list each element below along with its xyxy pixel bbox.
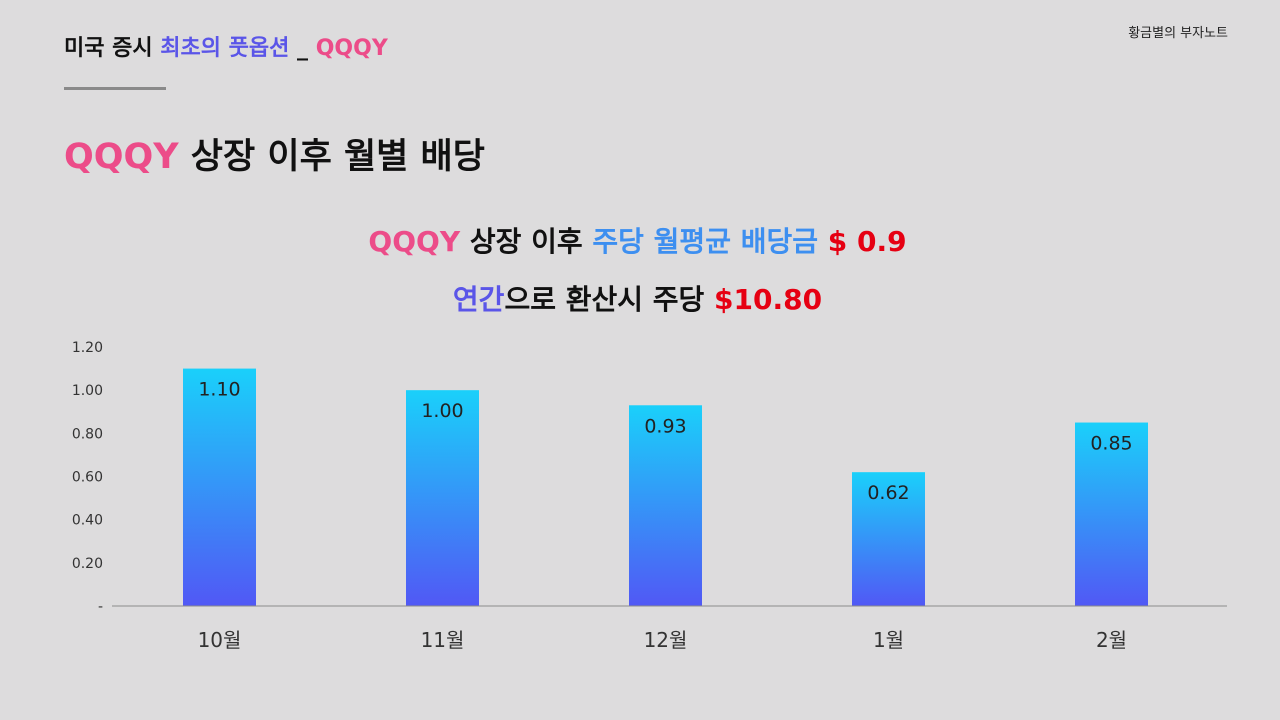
subtitle-annual: 연간으로 환산시 주당 $10.80: [0, 278, 1275, 318]
x-tick-label: 1월: [873, 628, 904, 652]
header-title-part1: 미국 증시: [64, 36, 161, 61]
subtitle-annual-text: 으로 환산시 주당: [504, 283, 715, 316]
brand-label: 황금별의 부자노트: [1128, 26, 1228, 41]
data-label: 0.93: [644, 415, 686, 437]
bar-10월: [183, 368, 256, 606]
y-tick-label: 1.20: [72, 340, 103, 356]
x-tick-label: 11월: [421, 628, 465, 652]
y-tick-label: 1.00: [72, 383, 103, 399]
data-label: 0.62: [867, 482, 909, 504]
data-label: 0.85: [1090, 433, 1132, 455]
page-title-ticker: QQQY: [64, 137, 179, 177]
data-label: 1.10: [198, 379, 240, 401]
y-tick-label: -: [98, 599, 103, 615]
header-title-part4: QQQY: [315, 36, 388, 61]
subtitle-average-text: 상장 이후: [460, 225, 593, 258]
y-tick-label: 0.60: [72, 470, 103, 486]
bar-11월: [406, 390, 479, 606]
y-tick-label: 0.40: [72, 513, 103, 529]
y-axis: - 0.20 0.40 0.60 0.80 1.00 1.20: [72, 340, 103, 615]
subtitle-average-ticker: QQQY: [368, 225, 461, 258]
page-title-text: 상장 이후 월별 배당: [178, 137, 485, 177]
x-axis: 10월 11월 12월 1월 2월: [198, 628, 1127, 652]
subtitle-average-label: 주당 월평균 배당금: [592, 225, 818, 258]
bar-2월: [1075, 422, 1148, 606]
x-tick-label: 12월: [644, 628, 688, 652]
header-divider: [64, 87, 166, 90]
page-title: QQQY 상장 이후 월별 배당: [64, 128, 485, 179]
subtitle-annual-label: 연간: [452, 283, 505, 316]
subtitle-average-value: $ 0.9: [817, 225, 907, 258]
data-label: 1.00: [421, 400, 463, 422]
header-title: 미국 증시 최초의 풋옵션 _ QQQY: [64, 30, 388, 62]
bar-1월: [852, 472, 925, 606]
bars: 1.10 1.00 0.93 0.62 0.85: [183, 368, 1148, 606]
x-tick-label: 2월: [1096, 628, 1127, 652]
y-tick-label: 0.20: [72, 556, 103, 572]
y-tick-label: 0.80: [72, 426, 103, 442]
bar-12월: [629, 405, 702, 606]
header-title-part3: _: [289, 36, 316, 61]
x-tick-label: 10월: [198, 628, 242, 652]
header-title-part2: 최초의 풋옵션: [160, 36, 290, 61]
subtitle-average: QQQY 상장 이후 주당 월평균 배당금 $ 0.9: [0, 220, 1275, 260]
subtitle-annual-value: $10.80: [714, 283, 823, 316]
